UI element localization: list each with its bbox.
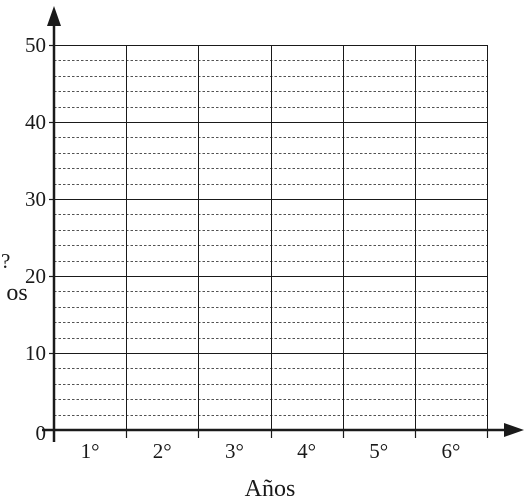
- y-tick-label: 30: [25, 187, 46, 211]
- y-axis-tick-labels: 0 10 20 30 40 50: [25, 33, 54, 445]
- x-tick-label: 3°: [225, 439, 244, 463]
- axes: [42, 6, 524, 442]
- y-axis-label: os: [6, 280, 27, 306]
- x-tick-label: 1°: [81, 439, 100, 463]
- x-axis-arrow: [504, 423, 524, 437]
- y-tick-label: 10: [25, 341, 46, 365]
- x-axis-label: Años: [245, 476, 296, 502]
- x-tick-label: 6°: [441, 439, 460, 463]
- x-axis-tick-labels: 1° 2° 3° 4° 5° 6°: [81, 439, 461, 463]
- x-tick-label: 5°: [369, 439, 388, 463]
- y-tick-label: 0: [36, 421, 47, 445]
- minor-gridlines: [54, 60, 487, 416]
- y-tick-label: 40: [25, 110, 46, 134]
- y-tick-label: 20: [25, 264, 46, 288]
- y-axis-label-fragment: ?: [1, 249, 10, 273]
- y-axis-arrow: [47, 6, 61, 26]
- x-tick-label: 4°: [297, 439, 316, 463]
- x-tick-label: 2°: [153, 439, 172, 463]
- vertical-gridlines: [126, 45, 488, 430]
- x-axis-ticks: [125, 430, 489, 438]
- y-tick-label: 50: [25, 33, 46, 57]
